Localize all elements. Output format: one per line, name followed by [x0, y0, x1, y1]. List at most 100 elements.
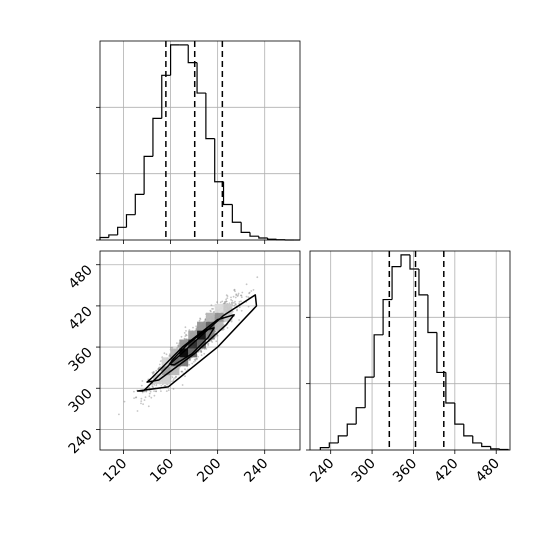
scatter-point	[176, 342, 178, 344]
scatter-point	[230, 297, 232, 299]
scatter-point	[212, 308, 214, 310]
scatter-point	[233, 305, 235, 307]
scatter-point	[137, 410, 139, 412]
scatter-point	[181, 371, 183, 373]
scatter-point	[201, 354, 203, 356]
scatter-point	[149, 393, 151, 395]
scatter-point	[140, 403, 142, 405]
scatter-point	[246, 283, 248, 285]
scatter-point	[170, 347, 172, 349]
scatter-point	[160, 360, 162, 362]
scatter-point	[226, 297, 228, 299]
scatter-point	[151, 385, 153, 387]
scatter-point	[184, 368, 186, 370]
scatter-point	[233, 302, 235, 304]
scatter-point	[227, 327, 229, 329]
scatter-point	[241, 295, 243, 297]
scatter-point	[248, 306, 250, 308]
scatter-point	[153, 384, 155, 386]
scatter-point	[203, 353, 205, 355]
scatter-point	[241, 296, 243, 298]
scatter-point	[192, 327, 194, 329]
scatter-point	[215, 336, 217, 338]
scatter-point	[241, 292, 243, 294]
scatter-point	[182, 384, 184, 386]
right-hist-bar-20	[500, 449, 509, 450]
scatter-point	[248, 296, 250, 298]
scatter-point	[169, 353, 171, 355]
scatter-point	[250, 290, 252, 292]
scatter-point	[248, 292, 250, 294]
scatter-point	[177, 346, 179, 348]
scatter-point	[185, 334, 187, 336]
scatter-point	[133, 397, 135, 399]
scatter-point	[144, 399, 146, 401]
scatter-point	[160, 390, 162, 392]
scatter-point	[155, 385, 157, 387]
scatter-point	[246, 296, 248, 298]
scatter-point	[185, 330, 187, 332]
scatter-point	[237, 294, 239, 296]
scatter-point	[149, 395, 151, 397]
scatter-point	[124, 401, 126, 403]
scatter-point	[173, 388, 175, 390]
scatter-point	[175, 376, 177, 378]
scatter-point	[158, 368, 160, 370]
scatter-point	[141, 385, 143, 387]
scatter-point	[236, 310, 238, 312]
scatter-point	[145, 391, 147, 393]
scatter-point	[188, 364, 190, 366]
scatter-point	[164, 352, 166, 354]
scatter-point	[196, 358, 198, 360]
scatter-point	[208, 343, 210, 345]
scatter-point	[185, 326, 187, 328]
scatter-point	[235, 303, 237, 305]
scatter-point	[141, 398, 143, 400]
scatter-point	[221, 301, 223, 303]
scatter-point	[166, 353, 168, 355]
scatter-point	[153, 390, 155, 392]
scatter-point	[226, 294, 228, 296]
scatter-point	[217, 335, 219, 337]
scatter-point	[189, 358, 191, 360]
scatter-point	[142, 392, 144, 394]
scatter-point	[160, 385, 162, 387]
scatter-point	[239, 301, 241, 303]
scatter-point	[233, 289, 235, 291]
scatter-point	[184, 332, 186, 334]
scatter-point	[150, 397, 152, 399]
density-cell	[215, 304, 224, 313]
scatter-point	[135, 397, 137, 399]
scatter-point	[215, 340, 217, 342]
scatter-point	[231, 300, 233, 302]
scatter-point	[235, 294, 237, 296]
scatter-point	[142, 403, 144, 405]
scatter-point	[253, 289, 255, 291]
scatter-point	[200, 351, 202, 353]
scatter-point	[184, 338, 186, 340]
scatter-point	[197, 356, 199, 358]
scatter-point	[199, 318, 201, 320]
scatter-point	[181, 336, 183, 338]
scatter-point	[233, 296, 235, 298]
scatter-point	[211, 304, 213, 306]
scatter-point	[166, 390, 168, 392]
scatter-point	[199, 320, 201, 322]
scatter-point	[240, 300, 242, 302]
scatter-point	[171, 380, 173, 382]
scatter-point	[238, 319, 240, 321]
scatter-point	[172, 376, 174, 378]
scatter-point	[224, 301, 226, 303]
scatter-point	[140, 400, 142, 402]
scatter-point	[118, 414, 120, 416]
scatter-point	[148, 405, 150, 407]
scatter-point	[133, 391, 135, 393]
scatter-point	[164, 385, 166, 387]
scatter-point	[155, 390, 157, 392]
scatter-point	[235, 297, 237, 299]
scatter-point	[184, 375, 186, 377]
scatter-point	[155, 370, 157, 372]
scatter-point	[168, 389, 170, 391]
